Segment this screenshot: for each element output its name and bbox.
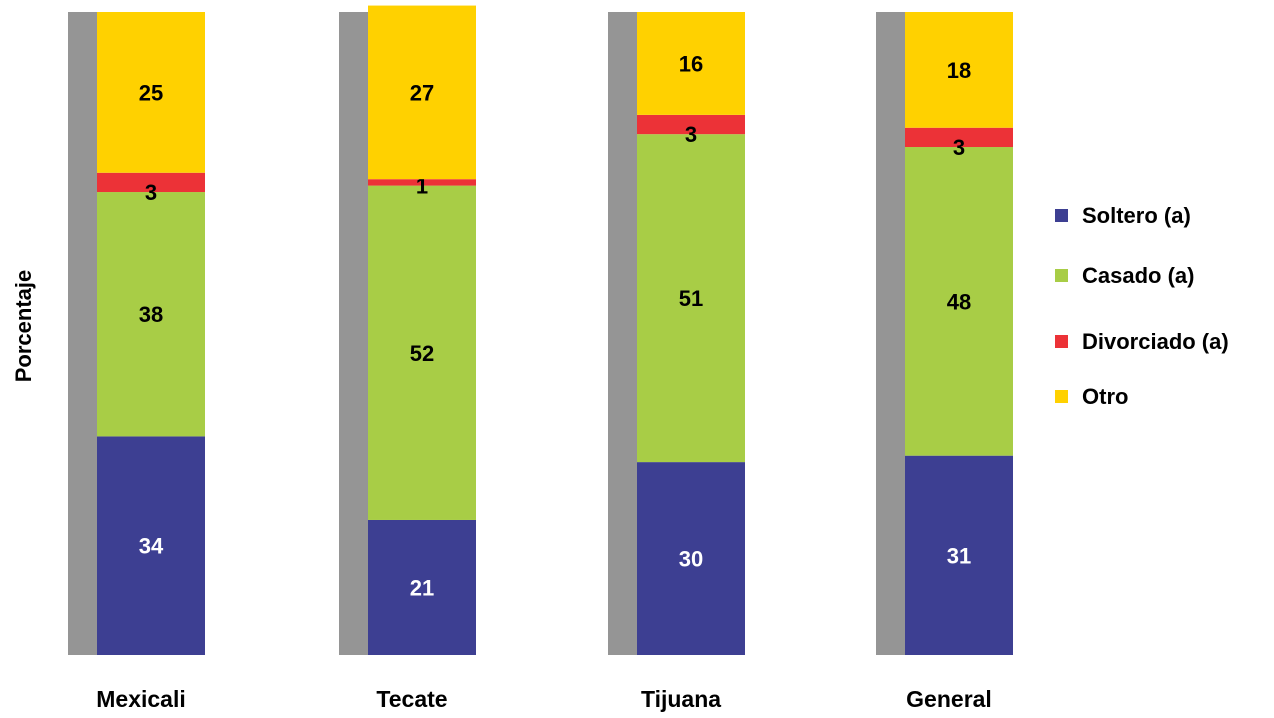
data-label: 3 [685,122,697,147]
bar-segment [368,179,476,186]
bar-segment [368,5,476,180]
legend-swatch [1055,390,1068,403]
y-axis-label: Porcentaje [11,270,36,383]
data-label: 3 [145,180,157,205]
side-bar-tecate [339,12,368,655]
category-label: General [906,686,992,712]
data-label: 52 [410,341,434,366]
data-label: 27 [410,80,434,105]
legend-label: Otro [1082,384,1128,409]
legend-label: Casado (a) [1082,263,1194,288]
legend-swatch [1055,269,1068,282]
legend-label: Divorciado (a) [1082,329,1229,354]
bar-segment [97,192,205,437]
category-label: Mexicali [96,686,186,712]
category-label: Tijuana [641,686,721,712]
legend: Soltero (a) Casado (a) Divorciado (a) Otro [1055,203,1229,409]
data-label: 25 [139,80,163,105]
data-label: 1 [416,174,428,199]
bar-segment [905,455,1013,655]
bars-group: 34 38 3 25 Mexicali 21 52 1 27 Tecate 30 51 3 16 Tijua… [68,5,1013,712]
legend-swatch [1055,209,1068,222]
data-label: 21 [410,575,434,600]
data-label: 18 [947,58,971,83]
bar-segment [97,12,205,173]
data-label: 30 [679,547,703,572]
bar-segment [97,436,205,655]
legend-swatch [1055,335,1068,348]
bar-segment [637,114,745,135]
bar-segment [905,12,1013,128]
side-bar-tijuana [608,12,637,655]
bar-segment [368,185,476,520]
side-bar-general [876,12,905,655]
data-label: 34 [139,534,164,559]
legend-label: Soltero (a) [1082,203,1191,228]
bar-segment [97,172,205,193]
bar-segment [637,134,745,463]
data-label: 16 [679,51,703,76]
data-label: 3 [953,135,965,160]
data-label: 38 [139,302,163,327]
bar-segment [637,462,745,655]
bar-segment [905,147,1013,456]
bar-segment [368,519,476,655]
data-label: 31 [947,543,971,568]
data-label: 51 [679,286,703,311]
category-label: Tecate [376,686,447,712]
bar-segment [637,12,745,115]
data-label: 48 [947,289,971,314]
bar-segment [905,127,1013,148]
side-bar-mexicali [68,12,97,655]
